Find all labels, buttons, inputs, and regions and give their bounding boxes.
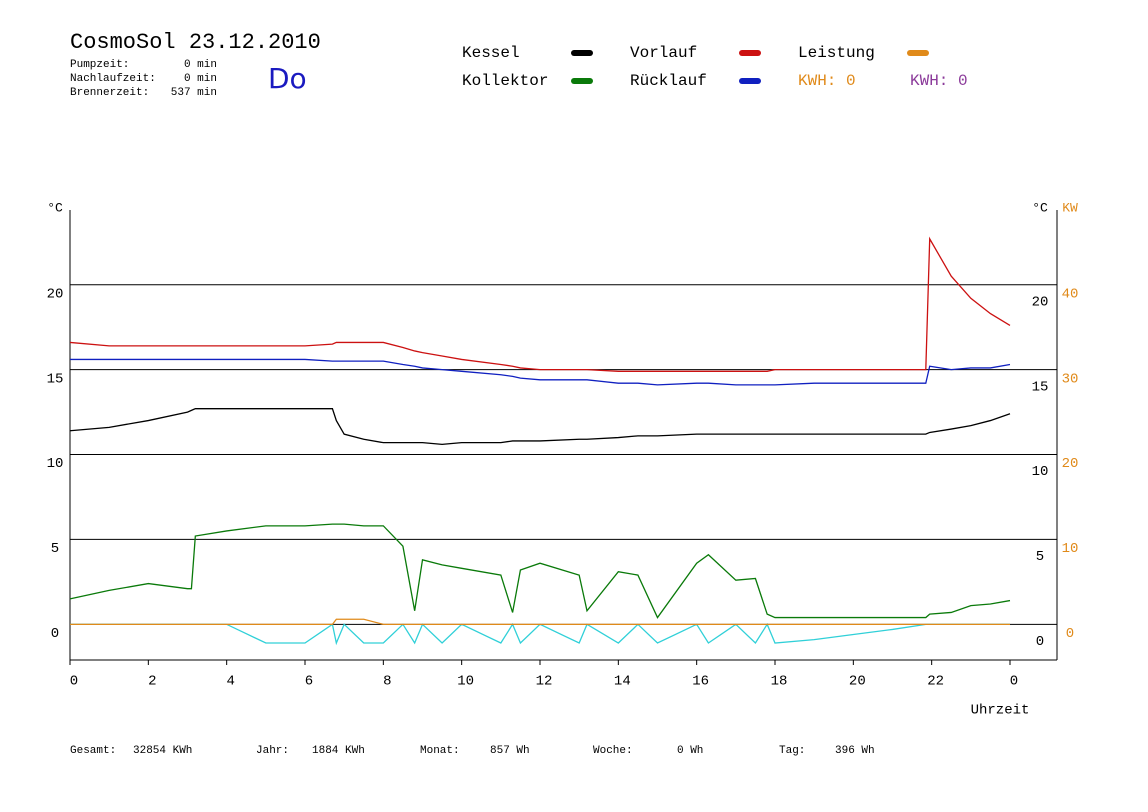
x-tick-label: 6 bbox=[305, 674, 313, 690]
y2-tick-label: 20 bbox=[1062, 456, 1079, 472]
footer-value: 396 Wh bbox=[835, 745, 875, 757]
legend-label: Vorlauf bbox=[630, 44, 697, 62]
x-tick-label: 0 bbox=[1010, 674, 1018, 690]
footer-value: 857 Wh bbox=[490, 745, 530, 757]
y2-tick-label: 0 bbox=[1066, 626, 1074, 642]
series-line bbox=[69, 236, 1011, 372]
x-tick-label: 22 bbox=[927, 674, 944, 690]
stat-value: 0 min bbox=[184, 73, 217, 85]
legend-label: Kollektor bbox=[462, 72, 548, 90]
series-line bbox=[69, 523, 1011, 619]
footer-label: Monat: bbox=[420, 745, 460, 757]
title: CosmoSol 23.12.2010 bbox=[70, 30, 321, 55]
legend-label: Rücklauf bbox=[630, 72, 707, 90]
x-tick-label: 4 bbox=[226, 674, 234, 690]
y-unit-right: °C bbox=[1032, 200, 1048, 215]
series-line bbox=[70, 622, 1010, 646]
footer-label: Gesamt: bbox=[70, 745, 116, 757]
y-unit: °C bbox=[47, 200, 63, 215]
y-tick-label-right: 15 bbox=[1032, 379, 1049, 395]
y2-unit: KW bbox=[1062, 200, 1078, 215]
y-tick-label-right: 20 bbox=[1032, 294, 1049, 310]
footer-value: 0 Wh bbox=[677, 745, 703, 757]
x-tick-label: 8 bbox=[383, 674, 391, 690]
x-label: Uhrzeit bbox=[971, 703, 1030, 719]
footer-label: Jahr: bbox=[256, 745, 289, 757]
y2-tick-label: 30 bbox=[1062, 371, 1079, 387]
x-tick-label: 18 bbox=[771, 674, 788, 690]
series-line bbox=[70, 358, 1011, 386]
footer-label: Woche: bbox=[593, 745, 633, 757]
x-tick-label: 16 bbox=[692, 674, 709, 690]
y2-tick-label: 40 bbox=[1062, 286, 1079, 302]
y2-tick-label: 10 bbox=[1062, 541, 1079, 557]
kwh-label: KWH: 0 bbox=[798, 72, 856, 90]
series-line bbox=[69, 408, 1011, 445]
x-tick-label: 14 bbox=[614, 674, 631, 690]
y-tick-label-right: 5 bbox=[1036, 549, 1044, 565]
y-tick-label: 15 bbox=[47, 371, 64, 387]
x-tick-label: 0 bbox=[70, 674, 78, 690]
x-tick-label: 12 bbox=[536, 674, 553, 690]
y-tick-label: 20 bbox=[47, 286, 64, 302]
footer-value: 32854 KWh bbox=[133, 745, 192, 757]
day: Do bbox=[268, 62, 307, 95]
x-tick-label: 2 bbox=[148, 674, 156, 690]
series-line bbox=[70, 618, 1010, 625]
kwh-label: KWH: 0 bbox=[910, 72, 968, 90]
legend-label: Leistung bbox=[798, 44, 875, 62]
stat-value: 0 min bbox=[184, 59, 217, 71]
y-tick-label-right: 10 bbox=[1032, 464, 1049, 480]
y-tick-label: 0 bbox=[51, 626, 59, 642]
stat-label: Brennerzeit: bbox=[70, 87, 149, 99]
stat-value: 537 min bbox=[171, 87, 217, 99]
x-tick-label: 10 bbox=[457, 674, 474, 690]
y-tick-label-right: 0 bbox=[1036, 634, 1044, 650]
stat-label: Pumpzeit: bbox=[70, 59, 129, 71]
y-tick-label: 5 bbox=[51, 541, 59, 557]
stat-label: Nachlaufzeit: bbox=[70, 73, 156, 85]
x-tick-label: 20 bbox=[849, 674, 866, 690]
y-tick-label: 10 bbox=[47, 456, 64, 472]
legend-label: Kessel bbox=[462, 44, 520, 62]
footer-label: Tag: bbox=[779, 745, 805, 757]
footer-value: 1884 KWh bbox=[312, 745, 365, 757]
